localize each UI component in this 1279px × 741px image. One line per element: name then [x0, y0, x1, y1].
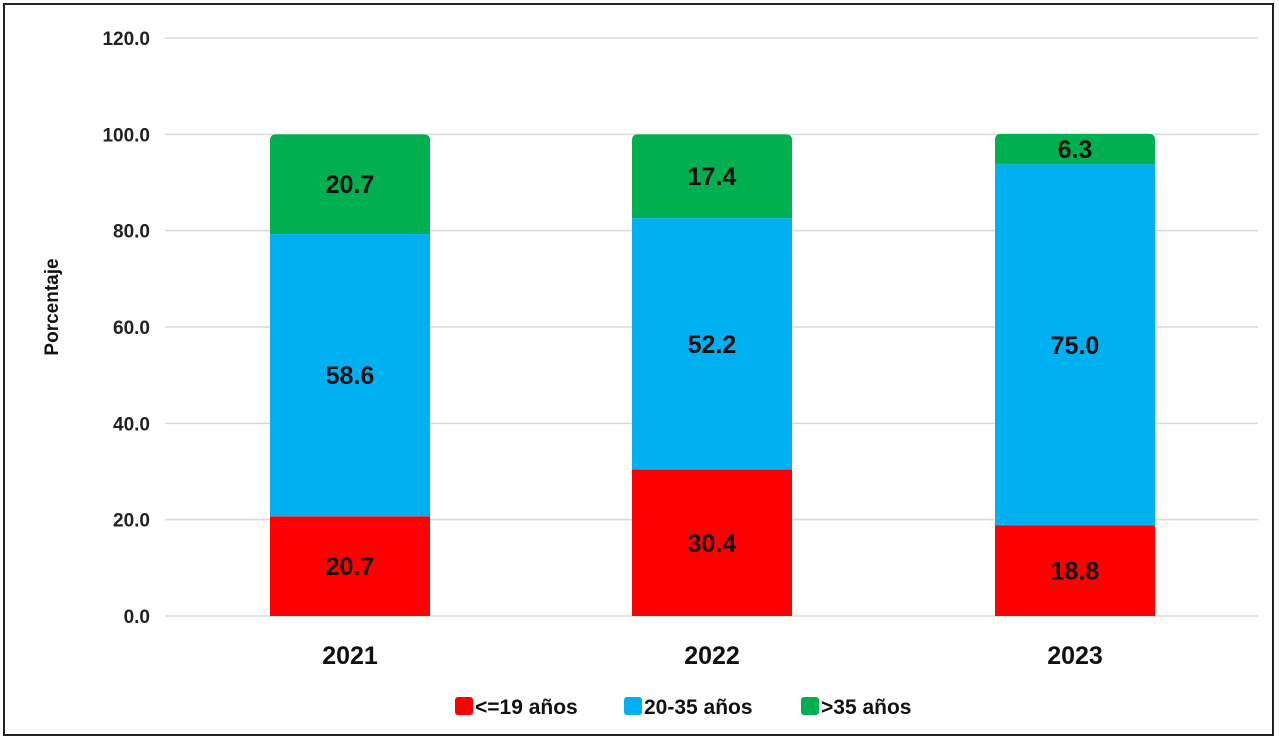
data-label: 18.8 — [1051, 558, 1100, 586]
y-tick-label: 100.0 — [102, 125, 150, 146]
data-label: 30.4 — [688, 530, 737, 558]
data-label: 58.6 — [326, 362, 375, 390]
legend-swatch — [801, 697, 819, 715]
y-tick-label: 120.0 — [102, 29, 150, 50]
bar-segment — [270, 234, 430, 517]
y-tick-label: 60.0 — [113, 318, 150, 339]
x-tick-label: 2021 — [322, 642, 378, 670]
data-label: 6.3 — [1058, 136, 1093, 164]
legend-label: >35 años — [821, 696, 911, 719]
data-label: 20.7 — [326, 171, 375, 199]
bars: 20.7 58.6 20.7 30.4 52.2 17.4 18.8 75.0 6.3 — [270, 133, 1155, 616]
bar-segment — [995, 164, 1155, 526]
legend-label: 20-35 años — [644, 696, 753, 719]
y-tick-label: 0.0 — [124, 607, 150, 628]
bar-segment — [270, 516, 430, 616]
legend-swatch — [624, 697, 642, 715]
bar-segment — [995, 133, 1155, 165]
y-tick-label: 40.0 — [113, 414, 150, 435]
legend-swatch — [455, 697, 473, 715]
data-label: 20.7 — [326, 553, 375, 581]
x-tick-label: 2023 — [1047, 642, 1103, 670]
y-tick-label: 80.0 — [113, 222, 150, 243]
bar-segment — [632, 134, 792, 219]
y-axis-ticks: 0.0 20.0 40.0 60.0 80.0 100.0 120.0 — [102, 29, 150, 628]
y-tick-label: 20.0 — [113, 511, 150, 532]
legend: <=19 años 20-35 años >35 años — [455, 696, 911, 719]
legend-label: <=19 años — [475, 696, 578, 719]
data-label: 17.4 — [688, 163, 737, 191]
bar-segment — [632, 469, 792, 616]
y-axis-label: Porcentaje — [42, 258, 63, 355]
data-label: 75.0 — [1051, 332, 1100, 360]
data-label: 52.2 — [688, 331, 737, 359]
x-tick-label: 2022 — [684, 642, 740, 670]
bar-segment — [270, 134, 430, 235]
bar-segment — [995, 525, 1155, 616]
bar-segment — [632, 218, 792, 470]
x-axis-ticks: 2021 2022 2023 — [322, 642, 1103, 670]
